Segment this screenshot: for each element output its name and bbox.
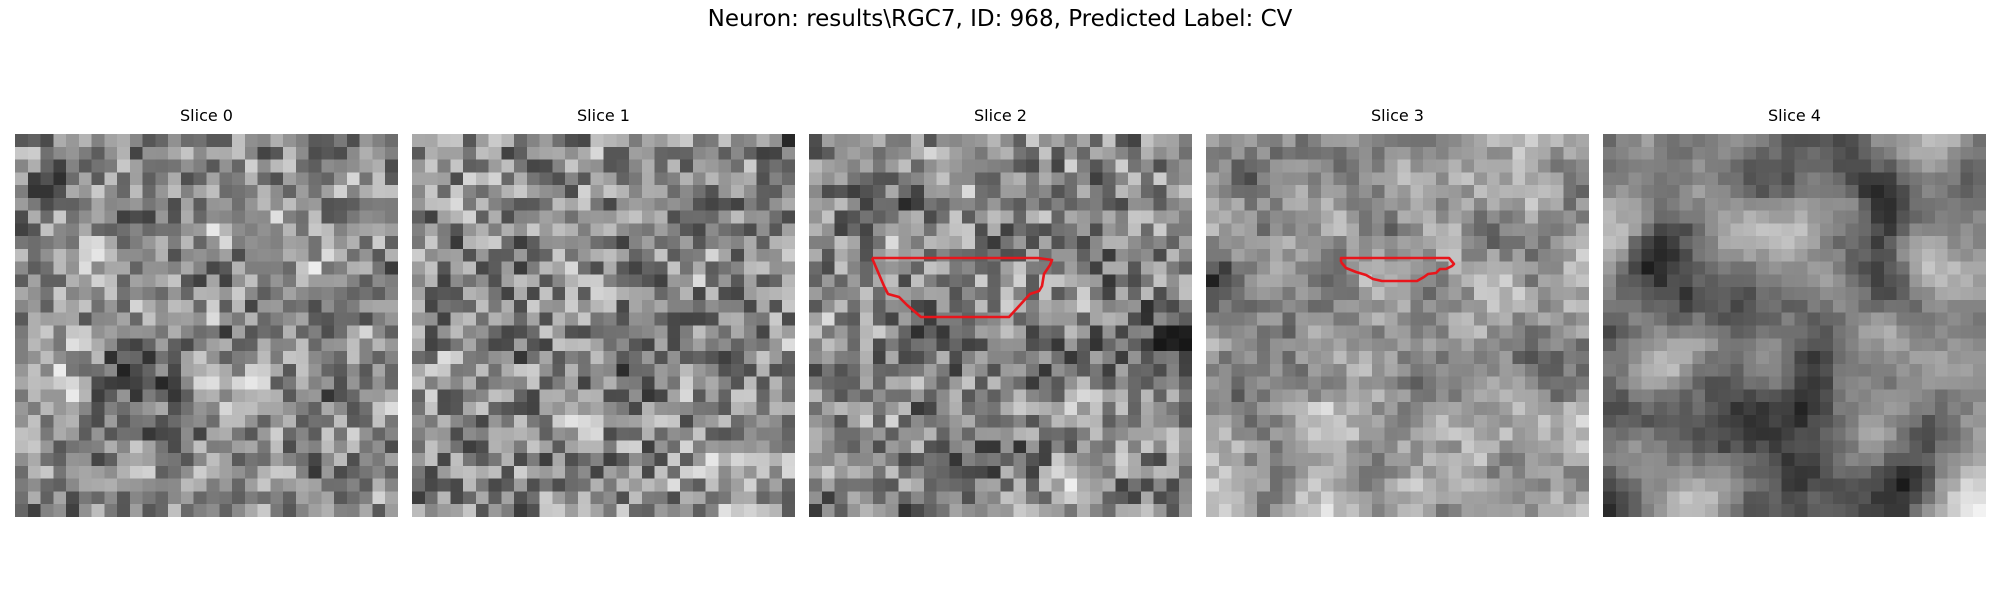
grayscale-slice-image <box>809 134 1192 517</box>
grayscale-slice-image <box>412 134 795 517</box>
slice-title: Slice 0 <box>180 106 233 125</box>
figure-title: Neuron: results\RGC7, ID: 968, Predicted… <box>707 6 1293 32</box>
slice-title: Slice 4 <box>1768 106 1821 125</box>
grayscale-slice-image <box>15 134 398 517</box>
slice-image-frame <box>1206 134 1589 517</box>
slice-title: Slice 3 <box>1371 106 1424 125</box>
slice-title: Slice 2 <box>974 106 1027 125</box>
slice-title: Slice 1 <box>577 106 630 125</box>
grayscale-slice-image <box>1603 134 1986 517</box>
grayscale-slice-image <box>1206 134 1589 517</box>
slice-image-frame <box>15 134 398 517</box>
slice-image-frame <box>809 134 1192 517</box>
slice-image-frame <box>1603 134 1986 517</box>
segmentation-contour <box>1339 256 1456 283</box>
slice-image-frame <box>412 134 795 517</box>
segmentation-contour <box>870 256 1054 319</box>
